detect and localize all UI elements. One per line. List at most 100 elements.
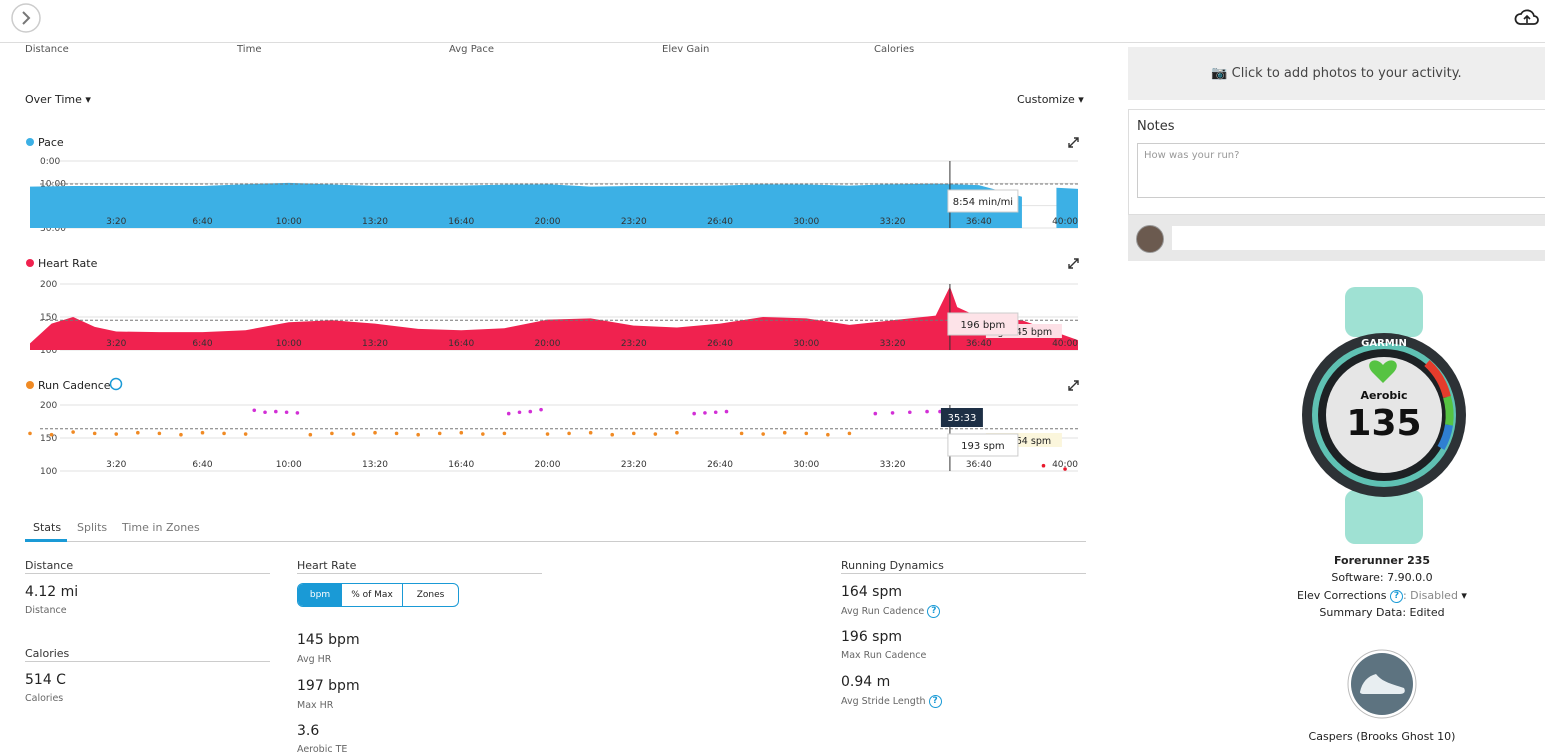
view-dropdown[interactable]: Over Time ▾ [25,93,91,106]
toggle-option[interactable]: % of Max [342,584,403,606]
cadence-point [157,431,162,436]
cursor-time-box [940,408,983,427]
expand-icon [1068,137,1079,148]
rule [25,661,270,662]
help-icon[interactable]: ? [927,605,941,618]
x-tick-label: 10:00 [276,339,302,349]
x-tick-label: 40:00 [1052,339,1078,349]
tab[interactable]: Time in Zones [122,521,200,534]
expand-icon [1068,258,1079,269]
stat-label: Max HR [297,700,334,711]
x-tick-label: 10:00 [276,217,302,227]
stat-label: Avg Stride Length ? [841,695,942,708]
chart-title: Pace [38,136,64,149]
stat-value: 3.6 [297,723,320,739]
stat-group-title: Calories [25,647,70,660]
summary-label: Calories [874,44,915,55]
expand-icon [1068,380,1079,391]
watch-image: GARMIN Aerobic 135 [1302,287,1466,544]
toggle-option[interactable]: Zones [416,590,445,600]
cadence-point [925,409,929,414]
top-bar [0,0,1545,43]
legend-dot [26,138,34,146]
cadence-point [847,431,852,436]
add-photos-text: Click to add photos to your activity. [1231,66,1462,81]
x-tick-label: 20:00 [535,460,561,470]
upload-button[interactable] [1514,9,1539,25]
elev-label: Elev Corrections [1297,589,1387,602]
rule [297,573,542,574]
legend-dot [26,259,34,267]
stat-label: Avg HR [297,654,332,665]
cadence-point [114,432,119,436]
y-tick-label: 30:00 [40,224,66,234]
notes-panel: Notes How was your run? [1128,109,1545,215]
stat-label: Calories [25,693,64,704]
stat-value: 164 spm [841,584,902,600]
cadence-point [908,410,912,415]
stat-label: Aerobic TE [297,744,348,755]
x-tick-label: 23:20 [621,460,647,470]
top-bar-icons [11,3,1539,33]
stat-value: 4.12 mi [25,584,79,600]
summary-label: Distance [25,44,69,55]
y-tick-label: 100 [40,346,57,356]
x-tick-label: 23:20 [621,217,647,227]
x-tick-label: 16:40 [448,339,474,349]
x-tick-label: 23:20 [621,339,647,349]
y-tick-label: 150 [40,434,57,444]
help-icon[interactable]: ? [1389,589,1403,603]
tooltip: 8:54 min/mi [953,197,1013,208]
x-tick-label: 3:20 [106,217,126,227]
avg-label: Avg: 145 bpm [986,327,1052,338]
toggle-option[interactable]: bpm [298,584,342,606]
x-tick-label: 30:00 [793,217,819,227]
cadence-point [373,430,377,435]
tab[interactable]: Splits [77,521,108,534]
x-tick-label: 13:20 [362,217,388,227]
x-tick-label: 20:00 [535,217,561,227]
tooltip: 193 spm [961,441,1005,452]
cadence-point [782,430,787,435]
x-tick-label: 13:20 [362,339,388,349]
charts: Pace 0:00 10:00 20:00 30:00 3:20 6:40 10:00 13:2… [26,136,1079,477]
x-tick-label: 40:00 [1052,460,1078,470]
y-tick-label: 100 [40,467,57,477]
summary-label: Avg Pace [449,44,495,55]
cadence-point [1063,467,1067,471]
comment-input[interactable] [1172,226,1545,250]
expand-sidebar-button[interactable] [11,3,41,33]
cadence-point [528,409,533,414]
cadence-point [713,410,718,415]
cadence-point [724,409,729,414]
cursor-time: 35:33 [947,413,976,424]
cadence-point [631,431,636,436]
help-icon[interactable]: ? [928,695,942,708]
x-tick-label: 16:40 [448,217,474,227]
x-tick-label: 33:20 [880,339,906,349]
cadence-point [416,432,420,437]
tooltip-box [947,189,1019,213]
tab[interactable]: Stats [33,521,62,534]
legend-dot [26,381,34,389]
elev-value[interactable]: : Disabled [1402,589,1458,602]
x-tick-label: 13:20 [362,460,388,470]
notes-input[interactable]: How was your run? [1137,143,1545,198]
y-tick-label: 150 [40,313,57,323]
cadence-point [804,431,809,436]
cadence-point [437,431,442,436]
cadence-point [92,431,97,436]
gear-icon [1347,649,1417,719]
tooltip: 196 bpm [961,320,1006,331]
area [30,286,1078,350]
stat-value: 196 spm [841,629,902,645]
y-tick-label: 0:00 [40,157,60,167]
cadence-point [263,410,267,415]
cadence-point [890,411,895,415]
cadence-point [284,410,289,415]
stat-value: 145 bpm [297,632,360,648]
customize-dropdown[interactable]: Customize ▾ [1017,93,1084,106]
stat-group-title: Distance [25,559,74,572]
add-photos[interactable]: 📷 Click to add photos to your activity. [1128,47,1545,100]
cadence-point [873,411,878,416]
